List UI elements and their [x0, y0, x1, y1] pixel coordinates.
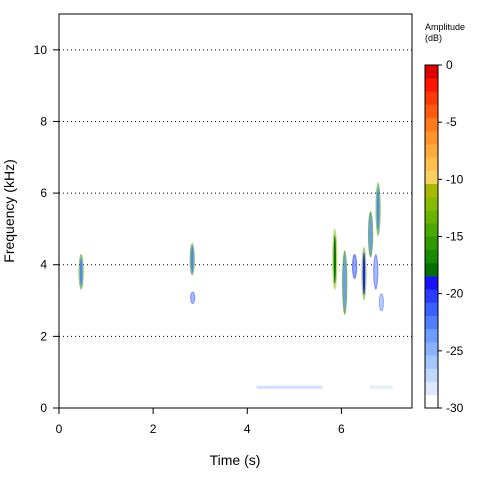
colorbar-swatch — [425, 117, 438, 132]
grid-layer — [59, 49, 412, 337]
colorbar-swatch — [425, 249, 438, 264]
colorbar-tick-label: -30 — [446, 401, 464, 415]
colorbar-title-line2: (dB) — [425, 33, 442, 43]
y-axis: 0 2 4 6 8 10 — [34, 43, 59, 415]
spectrogram-call — [369, 215, 372, 253]
colorbar-swatch — [425, 170, 438, 185]
spectrogram-call — [380, 295, 383, 310]
colorbar-swatch — [425, 130, 438, 145]
x-tick-label: 4 — [244, 422, 251, 436]
colorbar-swatch — [425, 342, 438, 356]
y-tick-label: 6 — [40, 186, 47, 200]
x-tick-label: 0 — [56, 422, 63, 436]
colorbar-legend: Amplitude (dB) 0 -5 -10 -15 -20 -25 -30 — [424, 22, 465, 415]
colorbar-swatch — [425, 302, 438, 316]
colorbar-swatch — [425, 196, 438, 211]
colorbar-tick-label: -20 — [446, 287, 464, 301]
spectrogram-low-band — [68, 401, 201, 405]
x-tick-label: 6 — [338, 422, 345, 436]
colorbar-swatch — [425, 144, 438, 158]
spectrogram-call — [191, 292, 194, 303]
colorbar-tick-label: 0 — [446, 58, 453, 72]
colorbar-swatch — [425, 210, 438, 224]
colorbar-tick-label: -15 — [446, 230, 464, 244]
y-tick-label: 10 — [34, 43, 48, 57]
spectrogram-low-band — [369, 385, 394, 389]
colorbar-swatch — [425, 315, 438, 330]
spectrogram-call — [343, 256, 346, 309]
x-tick-label: 2 — [150, 422, 157, 436]
colorbar-swatch — [425, 355, 438, 369]
spectrogram-call — [376, 187, 380, 231]
colorbar-swatch — [425, 328, 438, 343]
colorbar-swatch — [425, 289, 438, 303]
colorbar-swatch — [425, 183, 438, 198]
colorbar-swatch — [425, 236, 438, 250]
y-tick-label: 0 — [40, 401, 47, 415]
colorbar-swatch — [425, 262, 438, 277]
plot-frame — [58, 13, 413, 409]
colorbar-swatch — [425, 91, 438, 105]
spectrogram-call — [362, 252, 366, 296]
plot-data-layer — [68, 182, 394, 405]
colorbar-tick-label: -10 — [446, 172, 464, 186]
spectrogram-call — [353, 256, 356, 277]
x-axis-title: Time (s) — [210, 452, 261, 468]
colorbar-swatch — [425, 223, 438, 237]
colorbar-swatch — [425, 276, 438, 290]
colorbar-swatch — [425, 394, 438, 409]
y-tick-label: 8 — [40, 114, 47, 128]
colorbar-tick-label: -25 — [446, 344, 464, 358]
colorbar-swatch — [425, 157, 438, 171]
colorbar-tick-label: -5 — [446, 115, 457, 129]
y-tick-label: 4 — [40, 258, 47, 272]
spectrogram-call — [190, 246, 194, 273]
colorbar-swatch — [425, 104, 438, 119]
spectrogram-low-band — [256, 385, 323, 389]
spectrogram-call — [79, 257, 83, 287]
x-axis: 0 2 4 6 — [56, 407, 345, 436]
colorbar-swatch — [425, 78, 438, 92]
colorbar-title-line1: Amplitude — [425, 22, 465, 32]
y-axis-title: Frequency (kHz) — [1, 159, 17, 262]
y-tick-label: 2 — [40, 329, 47, 343]
spectrogram-call — [333, 234, 337, 284]
colorbar-swatch — [425, 368, 438, 382]
colorbar-swatch — [425, 381, 438, 396]
spectrogram-call — [374, 257, 377, 287]
colorbar-swatch — [425, 65, 438, 79]
